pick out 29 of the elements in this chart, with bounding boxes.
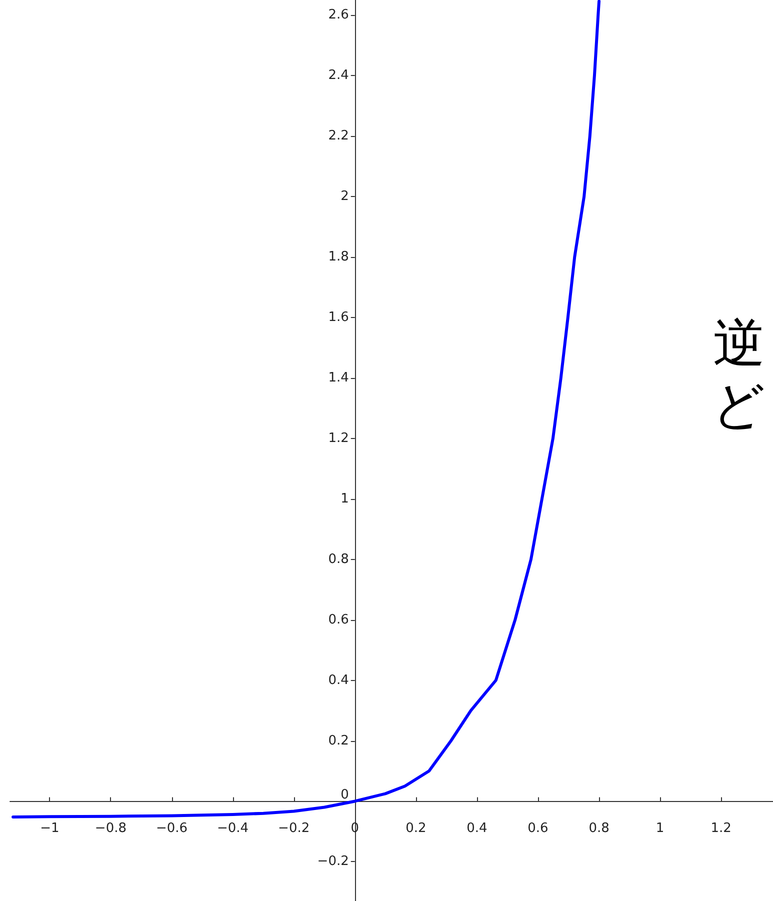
x-tick-label: −1 [40,821,60,836]
y-tick-label: 0 [340,788,349,803]
y-tick-label: 2.6 [328,8,349,23]
y-tick-label: 2.4 [328,68,349,84]
x-tick-label: −0.8 [94,821,127,836]
x-tick-label: −0.4 [217,821,249,836]
x-tick-label: 0.2 [406,821,426,836]
y-tick-label: 0.8 [328,552,349,567]
y-tick-label: 0.4 [328,672,349,688]
y-tick-label: 2 [340,189,349,204]
line-series [12,0,601,818]
x-tick-label: 0.8 [588,821,610,836]
y-tick-label: 0.6 [328,612,349,628]
x-tick-label: −0.6 [156,821,188,836]
annotation: ど [712,376,765,436]
y-tick-label: 2.2 [328,128,349,144]
y-tick-label: 1.4 [328,370,349,386]
y-tick-label: −0.2 [317,854,349,870]
y-tick-label: 1.6 [328,310,349,325]
y-tick-label: 0.2 [328,733,349,748]
x-tick-label: 0.4 [466,821,488,836]
y-tick-label: 1.8 [328,249,349,264]
x-tick-label: 1.2 [710,821,732,836]
x-tick-label: −0.2 [278,821,310,836]
x-tick-label: 1 [656,821,664,836]
y-tick-label: 1.2 [328,430,349,446]
annotation: 逆 [713,314,765,374]
y-tick-label: 1 [340,491,349,506]
x-tick-label: 0.6 [528,821,548,836]
